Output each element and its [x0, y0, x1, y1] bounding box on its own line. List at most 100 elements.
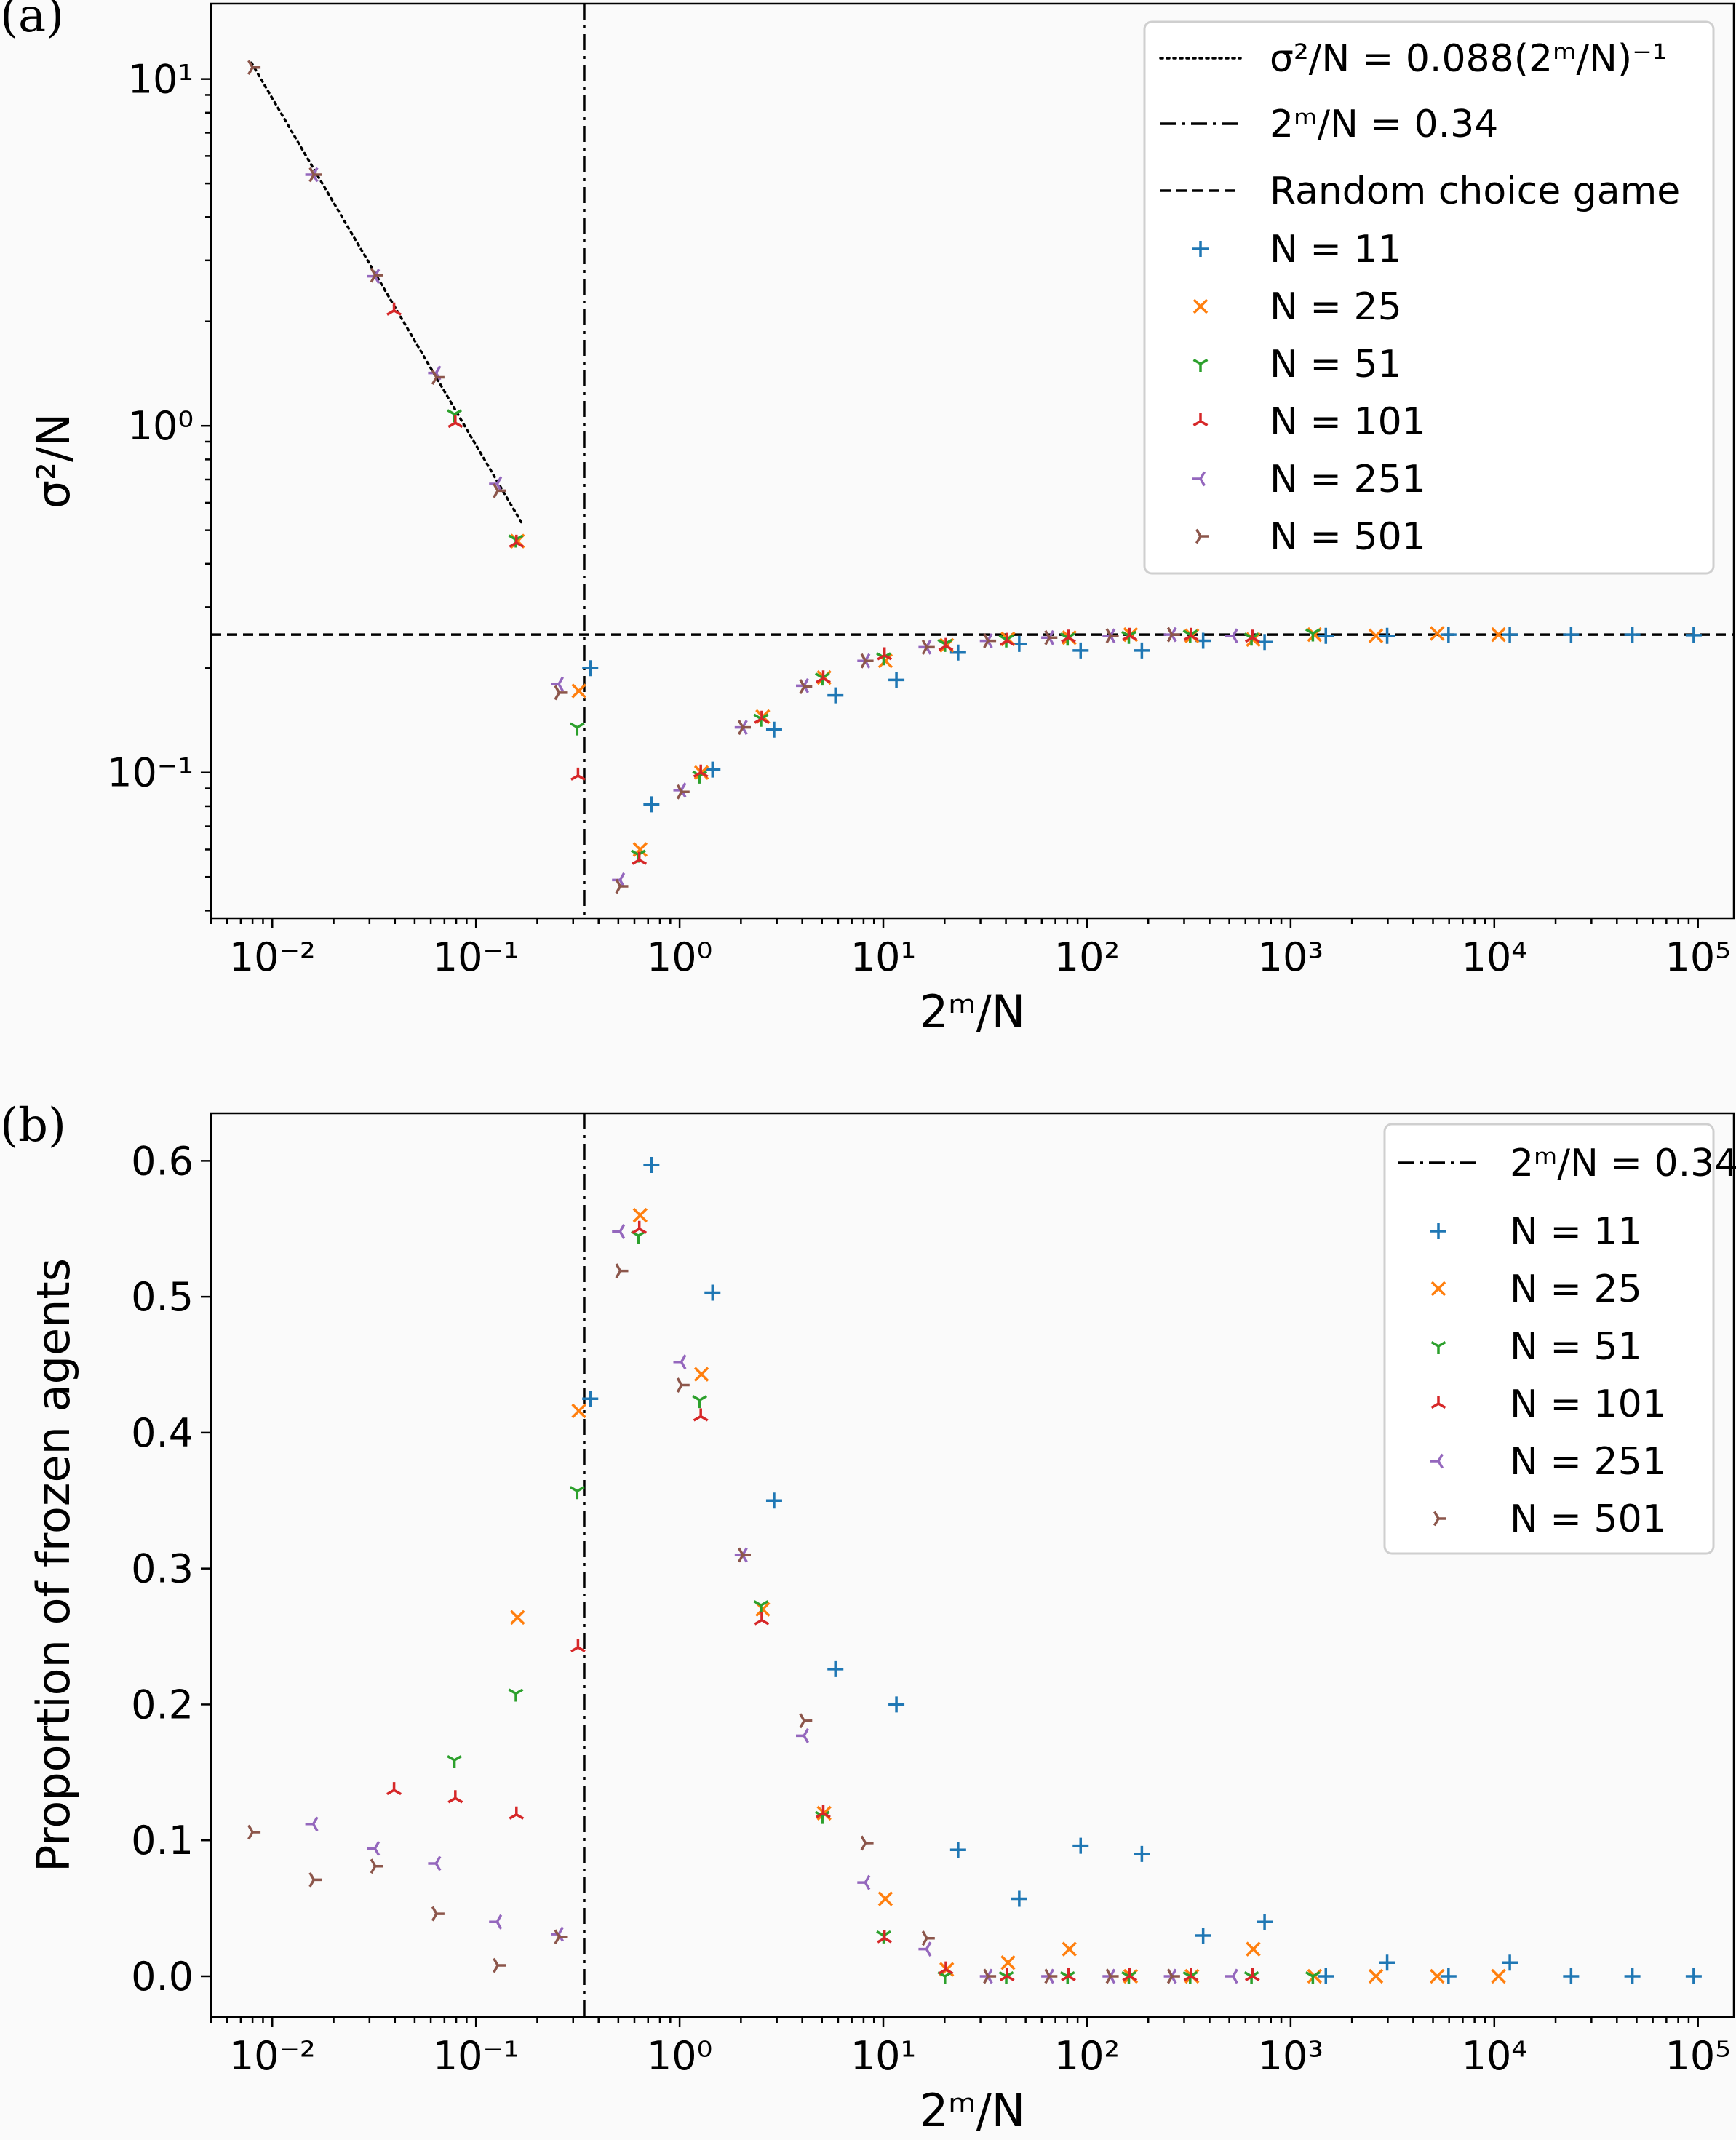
legend-label: N = 25: [1270, 285, 1402, 329]
legend-label: N = 101: [1270, 400, 1426, 444]
data-point: [1244, 629, 1260, 643]
data-point-glyph: [918, 1941, 932, 1957]
data-point-glyph: [1491, 1968, 1506, 1984]
data-point-glyph: [1105, 1968, 1119, 1984]
data-point-glyph: [582, 1391, 599, 1407]
data-point-glyph: [816, 670, 831, 684]
y-tick-label: 0.3: [131, 1546, 194, 1592]
data-point-glyph: [983, 633, 997, 648]
data-point: [367, 1841, 381, 1856]
data-point: [693, 1367, 709, 1382]
data-point-glyph: [693, 1367, 709, 1382]
data-point: [1368, 628, 1384, 644]
data-point: [1244, 1968, 1260, 1982]
data-point-glyph: [447, 415, 463, 429]
data-point-glyph: [612, 1224, 626, 1239]
legend-marker: [1192, 241, 1209, 257]
legend-marker-glyph: [1192, 471, 1206, 487]
data-point-glyph: [1244, 1968, 1260, 1982]
data-point: [1257, 634, 1273, 651]
data-point: [1379, 627, 1395, 644]
data-point: [827, 1660, 844, 1677]
data-point-glyph: [1072, 1837, 1089, 1854]
data-point: [1246, 1941, 1261, 1957]
legend-box: [1143, 20, 1715, 575]
x-tick-label: 10³: [1258, 2033, 1323, 2079]
data-point-glyph: [827, 687, 844, 704]
data-point-glyph: [1491, 627, 1506, 643]
data-point: [493, 482, 506, 498]
data-point: [643, 796, 660, 813]
x-tick-label: 10⁵: [1665, 934, 1731, 980]
data-point: [704, 1284, 721, 1301]
data-point: [1305, 628, 1321, 642]
data-point: [632, 851, 648, 865]
data-point-glyph: [877, 1891, 893, 1906]
data-point-glyph: [921, 639, 935, 655]
data-point-glyph: [1134, 642, 1150, 659]
data-point-glyph: [386, 302, 402, 316]
data-point: [431, 1906, 445, 1922]
data-point: [510, 1610, 525, 1626]
data-point-glyph: [1061, 629, 1076, 643]
data-point: [570, 1639, 586, 1653]
data-point-glyph: [949, 1842, 966, 1858]
data-point-glyph: [1368, 1968, 1384, 1984]
legend-label: N = 251: [1270, 458, 1426, 501]
data-point-glyph: [795, 1728, 810, 1743]
data-point: [983, 1968, 997, 1984]
data-point: [827, 687, 844, 704]
data-point: [1105, 628, 1119, 644]
legend-label: N = 51: [1510, 1325, 1642, 1369]
x-tick-label: 10⁵: [1665, 2033, 1731, 2079]
data-point: [1122, 1968, 1138, 1982]
data-point: [1305, 1970, 1321, 1985]
data-point-glyph: [737, 720, 752, 736]
data-point-glyph: [386, 1782, 402, 1796]
data-point-glyph: [308, 1871, 322, 1888]
legend-label: N = 51: [1270, 343, 1402, 386]
data-point-glyph: [582, 660, 599, 677]
x-tick-label: 10¹: [851, 934, 916, 980]
data-point-glyph: [510, 1610, 525, 1626]
data-point-glyph: [1105, 628, 1119, 644]
data-point-glyph: [765, 721, 782, 738]
data-point: [1563, 627, 1580, 643]
series-N501: [247, 60, 1180, 894]
legend-label: σ²/N = 0.088(2ᵐ/N)⁻¹: [1270, 37, 1667, 81]
data-point: [877, 647, 893, 661]
data-point: [612, 1224, 626, 1239]
data-point: [550, 676, 565, 692]
data-point: [447, 415, 463, 429]
x-tick-label: 10⁻¹: [433, 2033, 519, 2079]
data-point: [816, 1805, 831, 1818]
data-point: [571, 1403, 586, 1419]
legend-marker-glyph: [1433, 1511, 1446, 1527]
data-point: [1134, 1845, 1150, 1862]
x-tick-label: 10⁻¹: [433, 934, 519, 980]
data-point-glyph: [1183, 1968, 1199, 1982]
data-point: [921, 1930, 935, 1946]
data-point-glyph: [431, 370, 445, 385]
data-point-glyph: [877, 1930, 893, 1944]
data-point: [554, 1929, 568, 1945]
data-point-glyph: [692, 1395, 708, 1409]
data-point-glyph: [615, 1263, 629, 1279]
data-point-glyph: [1257, 1914, 1273, 1930]
data-point-glyph: [888, 1696, 905, 1713]
data-point-glyph: [1440, 1968, 1457, 1984]
data-point: [509, 534, 525, 548]
data-point: [799, 679, 813, 694]
data-point-glyph: [1122, 627, 1138, 641]
data-point: [370, 267, 383, 283]
data-point: [877, 1891, 893, 1906]
data-point-glyph: [508, 1688, 524, 1702]
data-point: [1062, 1941, 1077, 1957]
data-point-glyph: [550, 676, 565, 692]
data-point-glyph: [554, 685, 568, 701]
data-point-glyph: [938, 1961, 954, 1975]
data-point: [582, 660, 599, 677]
data-point-glyph: [1305, 1970, 1321, 1985]
data-point-glyph: [509, 1806, 525, 1820]
data-point: [1624, 1968, 1641, 1984]
